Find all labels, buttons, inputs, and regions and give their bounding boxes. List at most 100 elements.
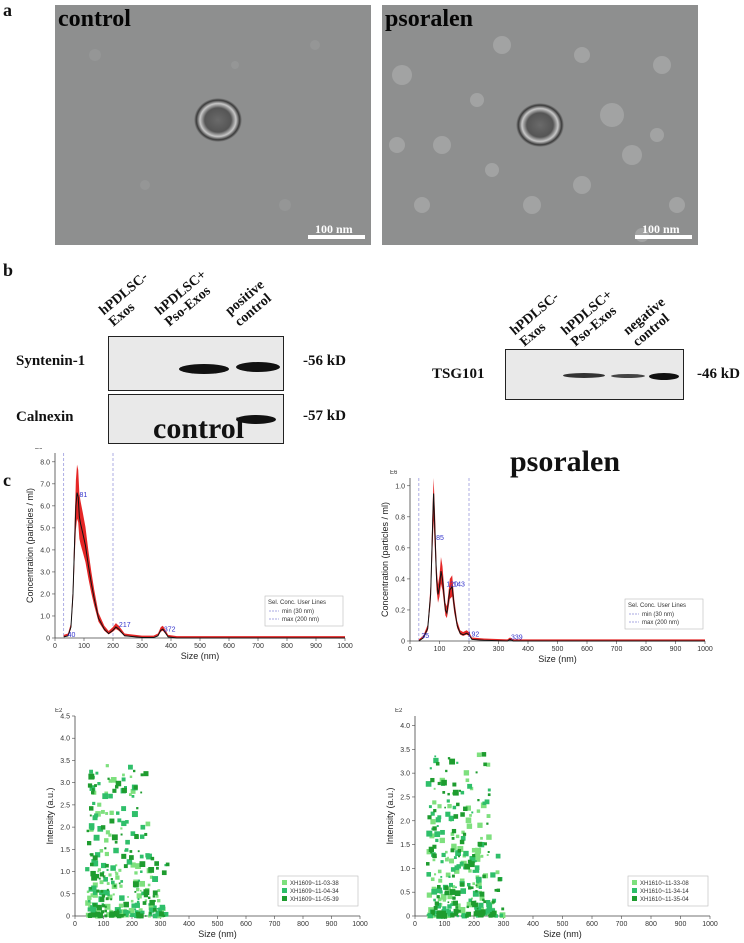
data-point	[134, 902, 140, 908]
data-point	[427, 913, 433, 919]
data-point	[440, 910, 446, 916]
dls-chart-control: 0 100 200 300 400 500 600 700 800 900 1000 0 0.5 1.0 1…	[45, 708, 368, 939]
data-point	[440, 875, 443, 878]
lane-label-1: hPDLSC- Exos	[96, 269, 152, 330]
data-point	[97, 802, 102, 807]
data-point	[102, 904, 106, 908]
data-point	[85, 867, 90, 872]
data-point	[130, 788, 136, 794]
data-point	[466, 823, 473, 829]
data-point	[447, 757, 451, 760]
x-tick-label: 700	[616, 921, 628, 928]
y-tick-label: 0	[401, 639, 405, 646]
blot-syntenin	[108, 336, 284, 391]
data-point	[97, 782, 101, 786]
legend-box	[277, 875, 359, 907]
x-tick-label: 900	[326, 921, 338, 928]
data-point	[90, 870, 96, 877]
data-point	[435, 761, 440, 766]
x-axis-label: Size (nm)	[543, 929, 582, 939]
data-point	[486, 822, 489, 825]
legend-swatch	[632, 896, 637, 901]
data-point	[484, 799, 490, 805]
panel-letter-b: b	[3, 260, 14, 280]
y-axis-label: Intensity (a.u.)	[45, 787, 55, 844]
data-point	[107, 894, 113, 900]
legend-swatch	[632, 880, 637, 885]
data-point	[452, 782, 457, 787]
y-tick-label: 4.0	[60, 736, 70, 743]
x-tick-label: 600	[223, 643, 235, 650]
data-point	[439, 902, 443, 906]
data-point	[497, 877, 502, 882]
data-point	[88, 773, 95, 780]
data-point	[140, 910, 145, 915]
data-point	[460, 882, 465, 887]
x-tick-label: 500	[212, 921, 224, 928]
data-point	[125, 839, 130, 845]
data-point	[116, 811, 120, 815]
blot-label-calnexin: Calnexin	[16, 409, 74, 425]
data-point	[90, 893, 95, 898]
data-point	[90, 791, 95, 795]
peak-label: 120	[446, 582, 458, 589]
data-point	[433, 757, 439, 764]
data-point	[430, 909, 435, 915]
data-point	[440, 893, 447, 900]
data-point	[475, 771, 478, 774]
data-point	[458, 909, 461, 913]
data-point	[460, 836, 466, 841]
data-point	[115, 875, 120, 880]
data-point	[449, 758, 456, 765]
x-axis-label: Size (nm)	[538, 654, 577, 664]
data-point	[477, 798, 480, 802]
data-point	[436, 884, 441, 889]
data-point	[468, 869, 472, 873]
data-point	[459, 846, 462, 849]
data-point	[480, 836, 483, 840]
peak-label: 81	[79, 492, 87, 499]
y-tick-label: 6.0	[40, 503, 50, 510]
data-point	[121, 806, 127, 812]
x-tick-label: 800	[297, 921, 309, 928]
data-point	[118, 903, 123, 908]
data-point	[150, 856, 155, 861]
legend-entry: XH1609~11-04-34	[290, 889, 339, 895]
legend-title: Sel. Conc. User Lines	[268, 600, 326, 606]
data-point	[92, 801, 96, 806]
data-point	[490, 911, 496, 918]
data-point	[455, 906, 459, 909]
data-point	[106, 882, 110, 885]
data-point	[461, 913, 467, 919]
data-point	[104, 851, 109, 857]
data-point	[447, 894, 453, 900]
data-point	[454, 868, 460, 874]
scale-bar-psoralen	[635, 235, 692, 239]
data-point	[90, 907, 97, 914]
peak-label: 372	[164, 626, 176, 633]
data-point	[453, 814, 459, 819]
data-point	[134, 908, 137, 911]
nta-chart-control: 0 100 200 300 400 500 600 700 800 900 1000 0 1.0 2.0 3…	[25, 448, 353, 661]
data-point	[134, 871, 138, 875]
data-point	[477, 822, 483, 828]
band-tsg101-lane2b	[611, 374, 645, 378]
data-point	[440, 829, 445, 835]
y-tick-label: 0.5	[400, 890, 410, 897]
data-point	[432, 853, 437, 858]
x-tick-label: 100	[78, 643, 90, 650]
data-point	[436, 825, 439, 828]
data-point	[442, 913, 446, 917]
data-point	[455, 834, 460, 839]
data-point	[450, 867, 456, 872]
data-point	[426, 892, 432, 898]
x-tick-label: 0	[73, 921, 77, 928]
data-point	[463, 770, 470, 776]
data-point	[451, 828, 457, 834]
data-point	[474, 853, 481, 860]
data-point	[112, 893, 115, 896]
data-point	[464, 863, 471, 870]
data-point	[131, 811, 138, 818]
tem-label-psoralen: psoralen	[385, 6, 474, 32]
band-syntenin-lane2	[179, 364, 229, 374]
